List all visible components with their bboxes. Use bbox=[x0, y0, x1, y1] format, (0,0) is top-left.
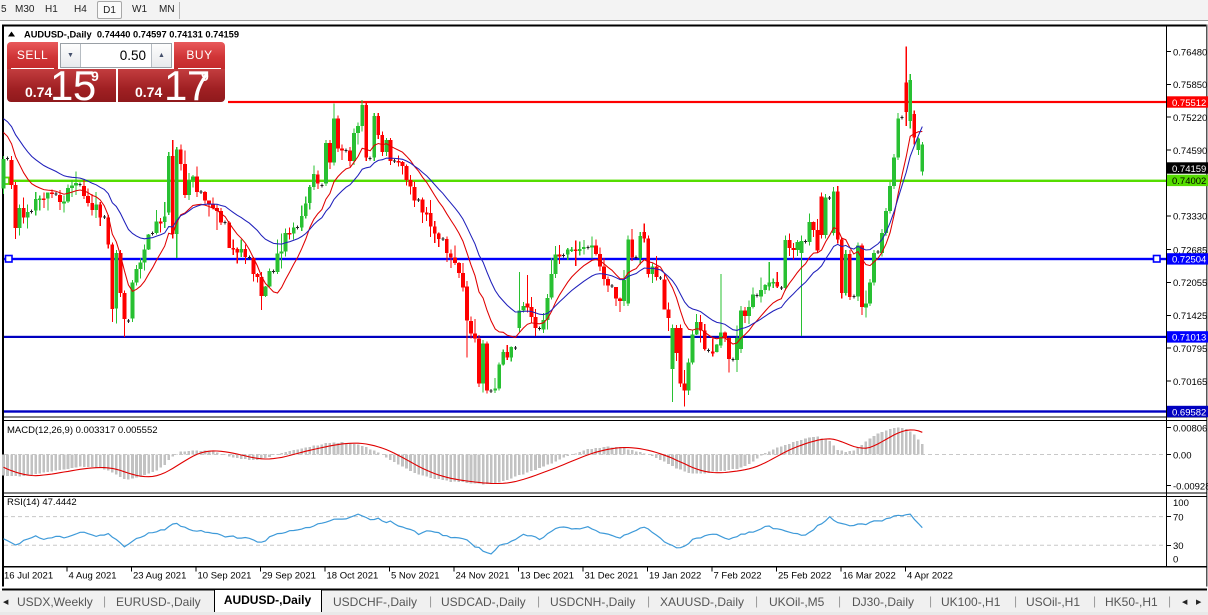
svg-text:0.72685: 0.72685 bbox=[1173, 245, 1207, 256]
svg-text:10 Sep 2021: 10 Sep 2021 bbox=[198, 571, 252, 582]
svg-text:0.75220: 0.75220 bbox=[1173, 113, 1207, 124]
svg-text:0.74159: 0.74159 bbox=[1172, 164, 1206, 175]
svg-text:13 Dec 2021: 13 Dec 2021 bbox=[520, 571, 574, 582]
svg-text:0.69582: 0.69582 bbox=[1172, 407, 1206, 418]
svg-text:29 Sep 2021: 29 Sep 2021 bbox=[262, 571, 316, 582]
svg-text:0.72055: 0.72055 bbox=[1173, 278, 1207, 289]
svg-text:100: 100 bbox=[1173, 498, 1189, 509]
svg-text:31 Dec 2021: 31 Dec 2021 bbox=[585, 571, 639, 582]
svg-text:70: 70 bbox=[1173, 512, 1184, 523]
svg-text:0.74002: 0.74002 bbox=[1172, 176, 1206, 187]
svg-text:0: 0 bbox=[1173, 554, 1178, 565]
svg-text:0.75512: 0.75512 bbox=[1172, 98, 1206, 109]
svg-text:-0.009286: -0.009286 bbox=[1173, 481, 1208, 492]
svg-text:0.70165: 0.70165 bbox=[1173, 377, 1207, 388]
svg-text:16 Jul 2021: 16 Jul 2021 bbox=[4, 571, 53, 582]
svg-text:0.73330: 0.73330 bbox=[1173, 212, 1207, 223]
svg-text:4 Apr 2022: 4 Apr 2022 bbox=[907, 571, 953, 582]
svg-text:0.008061: 0.008061 bbox=[1173, 423, 1208, 434]
svg-text:16 Mar 2022: 16 Mar 2022 bbox=[843, 571, 896, 582]
svg-text:RSI(14) 47.4442: RSI(14) 47.4442 bbox=[7, 497, 77, 508]
svg-text:0.00: 0.00 bbox=[1173, 450, 1192, 461]
svg-text:7 Feb 2022: 7 Feb 2022 bbox=[714, 571, 762, 582]
svg-text:30: 30 bbox=[1173, 541, 1184, 552]
svg-text:19 Jan 2022: 19 Jan 2022 bbox=[649, 571, 701, 582]
svg-text:0.71425: 0.71425 bbox=[1173, 311, 1207, 322]
svg-text:23 Aug 2021: 23 Aug 2021 bbox=[133, 571, 186, 582]
svg-text:0.72504: 0.72504 bbox=[1172, 255, 1206, 266]
svg-text:25 Feb 2022: 25 Feb 2022 bbox=[778, 571, 831, 582]
svg-text:4 Aug 2021: 4 Aug 2021 bbox=[69, 571, 117, 582]
svg-text:0.71013: 0.71013 bbox=[1172, 333, 1206, 344]
svg-text:5 Nov 2021: 5 Nov 2021 bbox=[391, 571, 440, 582]
svg-text:0.74590: 0.74590 bbox=[1173, 146, 1207, 157]
svg-text:24 Nov 2021: 24 Nov 2021 bbox=[456, 571, 510, 582]
svg-text:MACD(12,26,9) 0.003317 0.00555: MACD(12,26,9) 0.003317 0.005552 bbox=[7, 425, 158, 436]
svg-text:0.70795: 0.70795 bbox=[1173, 344, 1207, 355]
svg-text:0.76480: 0.76480 bbox=[1173, 47, 1207, 58]
svg-text:0.75850: 0.75850 bbox=[1173, 80, 1207, 91]
svg-text:AUDUSD-,Daily 0.74440 0.74597: AUDUSD-,Daily 0.74440 0.74597 0.74131 0.… bbox=[24, 30, 239, 40]
svg-text:18 Oct 2021: 18 Oct 2021 bbox=[327, 571, 379, 582]
